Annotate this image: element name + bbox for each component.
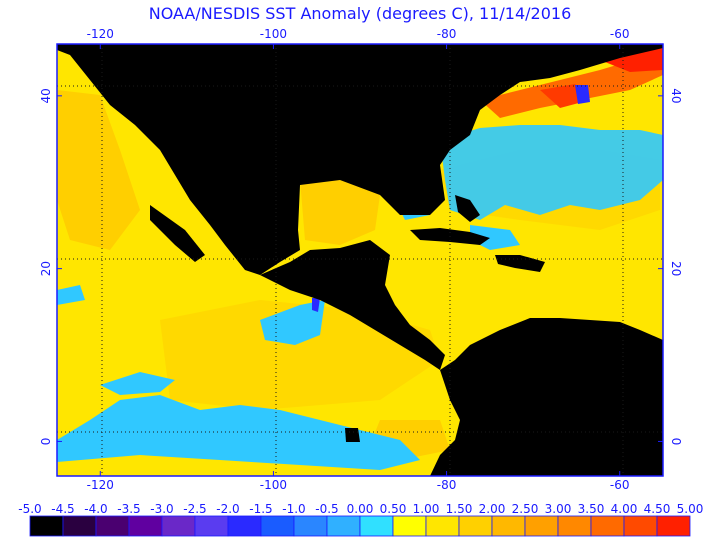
colorbar-swatch xyxy=(623,515,658,537)
colorbar-label: 2.50 xyxy=(512,502,539,516)
colorbar-swatch xyxy=(161,515,196,537)
colorbar-swatch xyxy=(590,515,625,537)
colorbar-label: 3.50 xyxy=(578,502,605,516)
lon-label-top: -120 xyxy=(87,27,114,41)
colorbar-swatch xyxy=(227,515,262,537)
colorbar-label: 0.50 xyxy=(380,502,407,516)
colorbar-swatch xyxy=(293,515,328,537)
dark-blue-spot xyxy=(312,85,590,312)
colorbar-swatch xyxy=(524,515,559,537)
colorbar-label: 1.50 xyxy=(446,502,473,516)
land-north-america xyxy=(57,44,663,275)
colorbar-label: 0.00 xyxy=(347,502,374,516)
colorbar-swatch xyxy=(95,515,130,537)
colorbar-swatch xyxy=(392,515,427,537)
colorbar-label: -2.5 xyxy=(183,502,206,516)
lon-label-top: -60 xyxy=(610,27,630,41)
colorbar-swatch xyxy=(260,515,295,537)
colorbar-swatch xyxy=(557,515,592,537)
colorbar-label: -1.0 xyxy=(282,502,305,516)
colorbar-label: -4.5 xyxy=(51,502,74,516)
land-south-america xyxy=(430,318,663,476)
colorbar-swatch xyxy=(491,515,526,537)
colorbar-label: -1.5 xyxy=(249,502,272,516)
colorbar-label: 2.00 xyxy=(479,502,506,516)
graticule xyxy=(57,44,663,476)
lat-label-left: 40 xyxy=(39,88,53,103)
colorbar-label: 4.00 xyxy=(611,502,638,516)
lat-label-right: 20 xyxy=(669,261,683,276)
colorbar-swatch xyxy=(194,515,229,537)
colorbar-label: -2.0 xyxy=(216,502,239,516)
colorbar-label: -5.0 xyxy=(18,502,41,516)
map-title: NOAA/NESDIS SST Anomaly (degrees C), 11/… xyxy=(148,4,572,23)
colorbar-label: -3.0 xyxy=(150,502,173,516)
colorbar-label: -4.0 xyxy=(84,502,107,516)
lon-label-bottom: -60 xyxy=(610,478,630,492)
colorbar-label: 5.00 xyxy=(677,502,704,516)
colorbar-swatch xyxy=(326,515,361,537)
colorbar-swatch xyxy=(128,515,163,537)
colorbar-swatch xyxy=(656,515,691,537)
colorbar-label: 1.00 xyxy=(413,502,440,516)
land-central-america xyxy=(260,240,445,370)
lon-label-bottom: -80 xyxy=(437,478,457,492)
lon-label-top: -100 xyxy=(260,27,287,41)
lat-label-left: 20 xyxy=(39,261,53,276)
lat-label-right: 40 xyxy=(669,88,683,103)
colorbar-swatch xyxy=(62,515,97,537)
lon-label-top: -80 xyxy=(437,27,457,41)
colorbar-swatch xyxy=(425,515,460,537)
colorbar-swatch xyxy=(458,515,493,537)
lon-label-bottom: -100 xyxy=(260,478,287,492)
colorbar-label: 3.00 xyxy=(545,502,572,516)
land-masses xyxy=(57,44,663,476)
colorbar-swatch xyxy=(359,515,394,537)
lat-label-right: 0 xyxy=(669,438,683,446)
colorbar-label: -3.5 xyxy=(117,502,140,516)
colorbar-label: 4.50 xyxy=(644,502,671,516)
colorbar-swatch xyxy=(29,515,64,537)
lat-label-left: 0 xyxy=(39,438,53,446)
map-frame xyxy=(56,43,664,477)
lon-label-bottom: -120 xyxy=(87,478,114,492)
colorbar-label: -0.5 xyxy=(315,502,338,516)
